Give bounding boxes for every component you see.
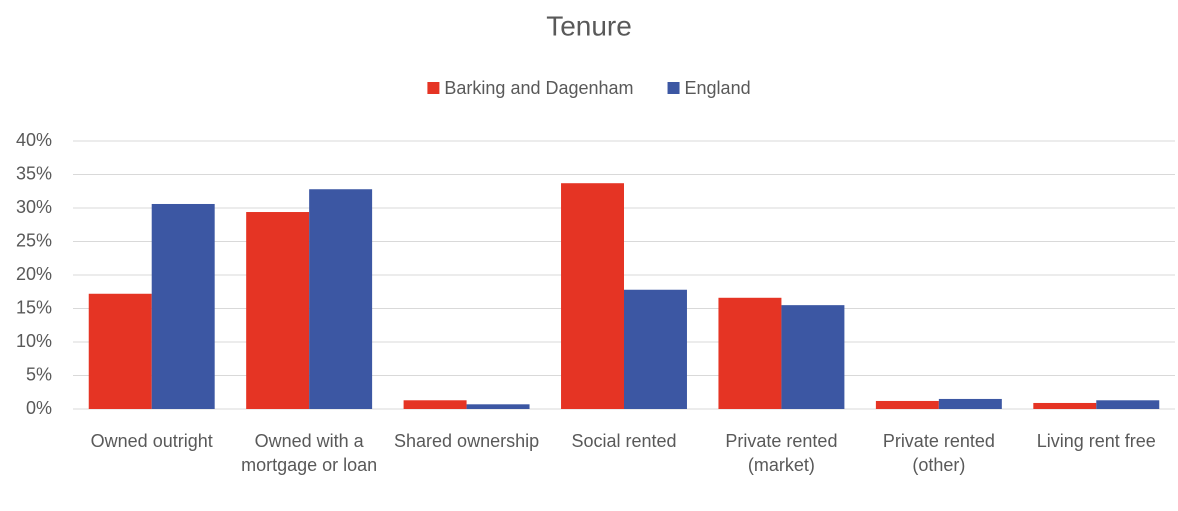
bar — [1096, 400, 1160, 409]
legend-label: Barking and Dagenham — [444, 78, 633, 98]
bar — [246, 212, 310, 409]
bar — [151, 203, 215, 409]
y-tick-label: 20% — [16, 264, 52, 284]
x-tick-label: Owned outright — [90, 431, 213, 451]
bar — [781, 305, 845, 409]
y-tick-label: 5% — [26, 364, 52, 384]
y-tick-label: 10% — [16, 331, 52, 351]
x-tick-label: Living rent free — [1036, 431, 1156, 451]
bar — [88, 293, 152, 409]
bar — [938, 398, 1002, 409]
x-tick-label: Social rented — [571, 431, 677, 451]
y-tick-label: 30% — [16, 197, 52, 217]
x-tick-label: Shared ownership — [394, 431, 540, 451]
bar — [309, 189, 373, 409]
bar — [561, 183, 624, 409]
bar — [875, 400, 939, 409]
chart-title: Tenure — [546, 10, 632, 41]
bar — [624, 289, 687, 409]
legend-swatch — [667, 82, 680, 94]
bar — [718, 297, 782, 409]
y-tick-label: 35% — [16, 163, 52, 183]
y-tick-label: 25% — [16, 230, 52, 250]
y-tick-label: 0% — [26, 398, 52, 418]
bar — [466, 404, 530, 409]
legend-label: England — [685, 78, 751, 98]
x-tick-label: Private rented (market) — [725, 431, 838, 475]
bar — [1033, 402, 1097, 409]
y-tick-label: 40% — [16, 130, 52, 150]
bar — [403, 400, 467, 409]
legend-swatch — [427, 82, 440, 94]
y-tick-label: 15% — [16, 297, 52, 317]
x-tick-label: Private rented (other) — [882, 431, 995, 475]
x-tick-label: Owned with a mortgage or loan — [241, 431, 378, 475]
